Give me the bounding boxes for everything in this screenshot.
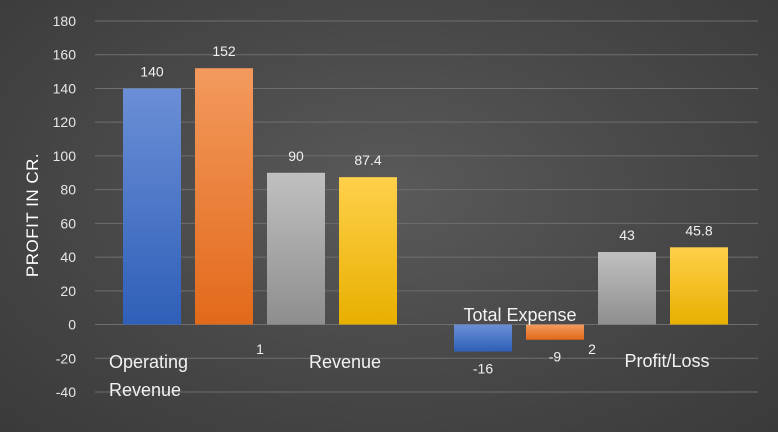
data-label: 87.4 [354,152,381,168]
data-label: 45.8 [685,222,712,238]
data-label: 140 [140,63,164,79]
category-label: Profit/Loss [624,351,709,371]
y-tick-label: 80 [60,182,76,198]
y-tick-label: 120 [53,114,77,130]
data-label: 43 [619,227,635,243]
y-tick-label: -40 [56,384,76,400]
bars [123,68,728,352]
bar [123,88,181,325]
data-labels: 140 -16 152 -9 90 43 87.4 45.8 [140,43,713,376]
y-tick-label: 140 [53,80,77,96]
data-label: 90 [288,148,304,164]
stray-label: Revenue [309,352,381,372]
category-label: Revenue [109,380,181,400]
bar [454,324,512,352]
y-tick-label: 160 [53,47,77,63]
bar [670,247,728,325]
y-tick-label: 60 [60,215,76,231]
y-tick-label: 100 [53,148,77,164]
y-tick-label: 0 [68,317,76,333]
y-axis-ticks: -40 -20 0 20 40 60 80 100 120 140 160 180 [53,13,77,400]
bar [267,172,325,325]
data-label: -16 [473,361,493,377]
data-label: -9 [549,349,562,365]
y-tick-label: 40 [60,249,76,265]
data-label: 152 [212,43,236,59]
category-label: Operating [109,352,188,372]
bar [526,324,584,340]
bar [195,68,253,325]
category-labels: Operating Revenue Total Expense Profit/Loss… [109,305,710,400]
stray-label: 2 [588,341,596,357]
y-tick-label: 20 [60,283,76,299]
bar [598,252,656,325]
stray-label: 1 [256,341,264,357]
gridlines [95,20,758,393]
y-tick-label: 180 [53,13,77,29]
bar [339,177,397,325]
y-tick-label: -20 [56,350,76,366]
y-axis-title: PROFIT IN CR. [23,153,42,277]
category-label: Total Expense [463,305,576,325]
